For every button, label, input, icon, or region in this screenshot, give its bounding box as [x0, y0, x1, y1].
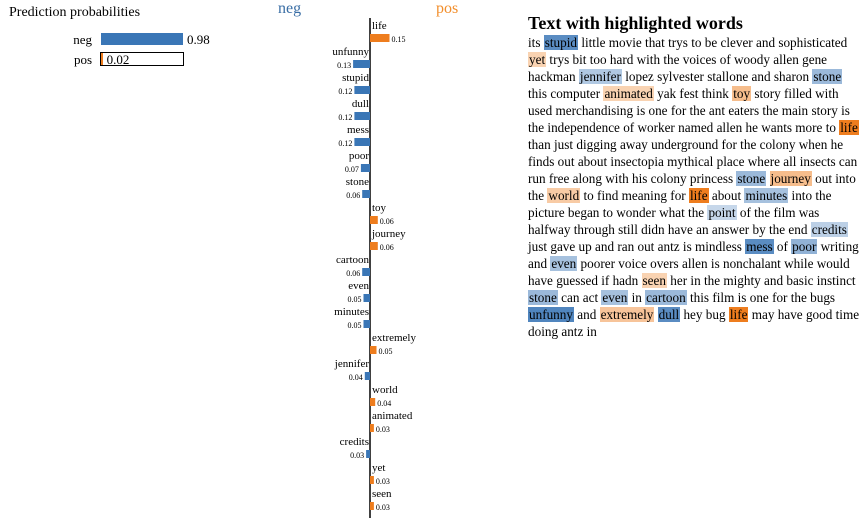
proba-value-pos: 0.02 — [106, 52, 130, 67]
feature-value-stupid: 0.12 — [338, 87, 352, 96]
highlight-stupid: stupid — [543, 35, 579, 50]
highlight-seen: seen — [641, 273, 667, 288]
feature-value-even: 0.05 — [348, 295, 362, 304]
proba-value-neg: 0.98 — [187, 32, 210, 47]
feature-label-world: world — [372, 384, 398, 396]
highlight-world: world — [547, 188, 581, 203]
feature-label-stupid: stupid — [342, 72, 369, 84]
feature-value-unfunny: 0.13 — [337, 61, 351, 70]
highlight-mess: mess — [745, 239, 774, 254]
highlight-life: life — [688, 188, 709, 203]
feature-bar-unfunny — [353, 60, 370, 68]
proba-label-pos: pos — [73, 52, 92, 67]
feature-bar-journey — [370, 242, 378, 250]
feature-value-cartoon: 0.06 — [346, 269, 360, 278]
feature-bar-dull — [354, 112, 370, 120]
feature-bar-world — [370, 398, 376, 406]
highlight-life: life — [839, 120, 859, 135]
highlight-stone: stone — [736, 171, 767, 186]
feature-label-toy: toy — [372, 202, 387, 214]
feature-value-poor: 0.07 — [345, 165, 359, 174]
feature-bar-animated — [370, 424, 374, 432]
highlight-animated: animated — [603, 86, 654, 101]
highlight-jennifer: jennifer — [578, 69, 622, 84]
proba-fill-pos — [101, 53, 103, 65]
highlight-poor: poor — [791, 239, 818, 254]
feature-label-mess: mess — [347, 124, 369, 136]
feature-label-poor: poor — [349, 150, 370, 162]
feature-label-credits: credits — [340, 436, 369, 448]
feature-value-toy: 0.06 — [380, 217, 394, 226]
highlight-minutes: minutes — [744, 188, 789, 203]
feature-label-yet: yet — [372, 462, 385, 474]
highlight-life: life — [728, 307, 749, 322]
feature-value-world: 0.04 — [377, 399, 391, 408]
feature-bar-mess — [354, 138, 370, 146]
highlight-even: even — [550, 256, 578, 271]
highlight-point: point — [707, 205, 737, 220]
feature-bar-yet — [370, 476, 374, 484]
highlight-cartoon: cartoon — [645, 290, 687, 305]
feature-label-journey: journey — [371, 228, 406, 240]
highlight-unfunny: unfunny — [528, 307, 574, 322]
feature-value-extremely: 0.05 — [379, 347, 393, 356]
feature-label-dull: dull — [352, 98, 369, 110]
proba-row-pos: pos 0.02 — [0, 52, 260, 68]
feature-value-life: 0.15 — [392, 35, 406, 44]
highlight-yet: yet — [528, 52, 547, 67]
feature-bar-even — [363, 294, 370, 302]
highlight-stone: stone — [528, 290, 558, 305]
feature-bar-cartoon — [362, 268, 370, 276]
highlighted-text-body: its stupid little movie that trys to be … — [528, 35, 860, 339]
feature-bar-stupid — [354, 86, 370, 94]
feature-value-stone: 0.06 — [346, 191, 360, 200]
prediction-probabilities-title: Prediction probabilities — [9, 5, 141, 20]
highlight-credits: credits — [810, 222, 848, 237]
feature-bar-minutes — [363, 320, 370, 328]
feature-bar-jennifer — [364, 372, 370, 380]
feature-value-mess: 0.12 — [338, 139, 352, 148]
feature-value-journey: 0.06 — [380, 243, 394, 252]
proba-bar-pos — [100, 52, 184, 66]
feature-label-seen: seen — [372, 488, 392, 500]
feature-value-jennifer: 0.04 — [349, 373, 363, 382]
feature-label-animated: animated — [372, 410, 413, 422]
feature-weights-chart: life0.15unfunny0.13stupid0.12dull0.12mes… — [332, 18, 416, 518]
feature-value-yet: 0.03 — [376, 477, 390, 486]
feature-value-seen: 0.03 — [376, 503, 390, 512]
feature-label-even: even — [348, 280, 369, 292]
highlight-dull: dull — [657, 307, 681, 322]
highlight-extremely: extremely — [599, 307, 655, 322]
feature-bar-toy — [370, 216, 378, 224]
feature-value-credits: 0.03 — [350, 451, 364, 460]
feature-bar-seen — [370, 502, 374, 510]
feature-label-extremely: extremely — [372, 332, 416, 344]
proba-row-neg: neg 0.98 — [0, 32, 260, 48]
feature-label-unfunny: unfunny — [332, 46, 369, 58]
proba-fill-neg — [101, 33, 184, 45]
feature-label-life: life — [372, 20, 387, 32]
feature-label-cartoon: cartoon — [336, 254, 369, 266]
highlight-even: even — [601, 290, 629, 305]
neg-class-header: neg — [278, 0, 302, 17]
proba-label-neg: neg — [73, 32, 92, 47]
feature-bar-poor — [360, 164, 370, 172]
feature-bar-credits — [366, 450, 370, 458]
highlight-journey: journey — [769, 171, 812, 186]
feature-bar-stone — [362, 190, 370, 198]
feature-bar-extremely — [370, 346, 377, 354]
feature-value-minutes: 0.05 — [348, 321, 362, 330]
feature-label-minutes: minutes — [334, 306, 369, 318]
feature-value-dull: 0.12 — [338, 113, 352, 122]
highlight-toy: toy — [732, 86, 752, 101]
pos-class-header: pos — [436, 0, 459, 17]
highlighted-text-panel: Text with highlighted words its stupid l… — [528, 14, 863, 340]
feature-bar-life — [370, 34, 390, 42]
feature-label-jennifer: jennifer — [334, 358, 370, 370]
proba-bar-neg — [100, 32, 184, 46]
highlighted-text-title: Text with highlighted words — [528, 13, 743, 33]
feature-value-animated: 0.03 — [376, 425, 390, 434]
feature-label-stone: stone — [346, 176, 369, 188]
highlight-stone: stone — [812, 69, 843, 84]
